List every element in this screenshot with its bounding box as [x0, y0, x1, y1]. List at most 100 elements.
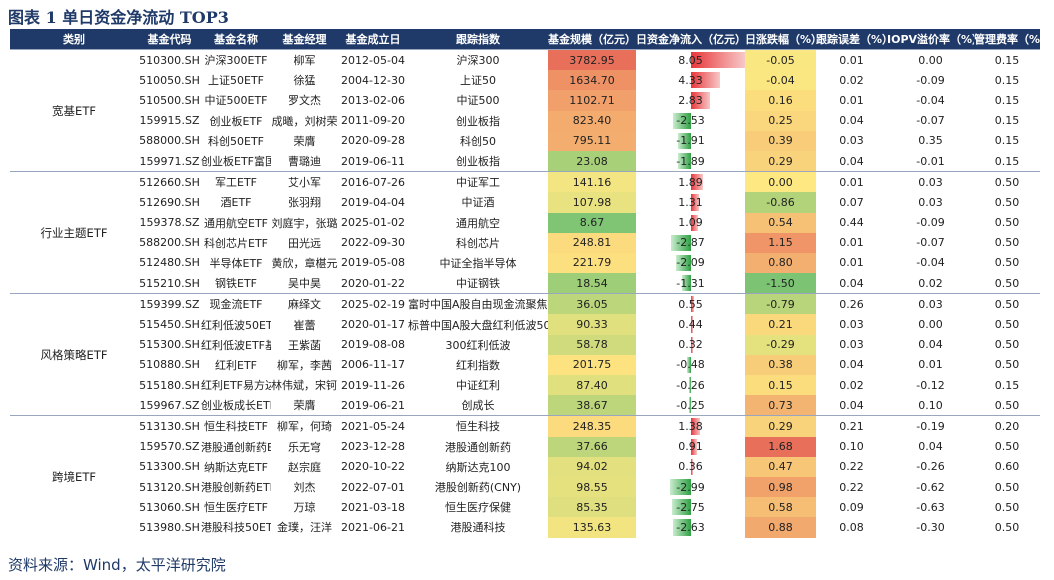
fund-manager-cell: 曹璐迪: [288, 155, 321, 169]
inflow-bar: [690, 194, 700, 211]
iopv-premium-cell: 0.03: [918, 195, 943, 209]
fund-scale-cell: 141.16: [548, 171, 636, 193]
tracking-index-cell: 港股通创新药: [445, 440, 511, 454]
table-row: 宽基ETF 510300.SH 沪深300ETF 柳军 2012-05-04 沪深300 3…: [10, 48, 1040, 172]
management-fee-cell: 0.15: [994, 93, 1020, 107]
inception-date-cell: 2021-03-18: [341, 500, 405, 514]
fund-scale-cell: 8.67: [548, 212, 636, 233]
fund-code-cell: 510500.SH: [139, 93, 200, 107]
net-inflow-cell: -2.99: [636, 477, 745, 497]
column-header: 类别: [10, 29, 138, 50]
management-fee-cell: 0.50: [994, 318, 1020, 332]
tracking-error-cell: 0.09: [839, 500, 864, 514]
fund-manager-cell: 乐无穹: [288, 440, 321, 454]
iopv-premium-cell: -0.19: [887, 415, 974, 437]
category-cell: 宽基ETF: [10, 48, 138, 172]
fund-name-cell: 钢铁ETF: [215, 277, 257, 291]
table-row: 588200.SH 科创芯片ETF 田光远 2022-09-30 科创芯片 248.81 -…: [10, 232, 1040, 253]
fund-code-cell: 510300.SH: [138, 49, 201, 71]
iopv-premium-cell: -0.62: [916, 480, 945, 494]
table-row: 跨境ETF 513130.SH 恒生科技ETF 柳军，何琦 2021-05-24 恒生科技…: [10, 415, 1040, 538]
tracking-error-cell: 0.03: [839, 338, 864, 352]
tracking-index-cell: 中证全指半导体: [439, 256, 517, 270]
table-row: 513120.SH 港股创新药ETF 刘杰 2022-07-01 港股创新药(CNY) 9…: [10, 476, 1040, 498]
fund-scale-cell: 1634.70: [548, 70, 636, 91]
fund-name-cell: 创业板ETF富国: [201, 155, 271, 169]
management-fee-cell: 0.50: [994, 480, 1020, 494]
daily-change-cell: 0.16: [745, 90, 816, 111]
management-fee-cell: 0.15: [994, 114, 1020, 128]
fund-code-cell: 515210.SH: [139, 276, 200, 290]
inception-date-cell: 2021-05-24: [338, 415, 408, 437]
outflow-bar: [673, 112, 691, 129]
fund-manager-cell: 刘庭宇，张璐: [271, 216, 338, 230]
outflow-bar: [671, 499, 691, 516]
column-header: IOPV溢价率（%）: [887, 29, 974, 50]
fund-name-cell: 沪深300ETF: [201, 49, 271, 71]
fund-name-cell: 中证500ETF: [204, 94, 268, 108]
table-row: 510500.SH 中证500ETF 罗文杰 2013-02-06 中证500 1102.…: [10, 90, 1040, 111]
fund-code-cell: 159967.SZ: [139, 398, 200, 412]
net-inflow-value: 1.38: [678, 419, 703, 433]
tracking-index-cell: 红利指数: [456, 358, 500, 372]
table-row: 513060.SH 恒生医疗ETF 万琼 2021-03-18 恒生医疗保健 85.35 -…: [10, 497, 1040, 518]
column-header: 跟踪指数: [408, 29, 548, 50]
fund-manager-cell: 张羽翔: [288, 196, 321, 210]
fund-name-cell: 创业板成长ETF: [201, 399, 271, 413]
table-row: 510880.SH 红利ETF 柳军，李茜 2006-11-17 红利指数 201.75 -…: [10, 354, 1040, 375]
inception-date-cell: 2020-09-28: [341, 134, 405, 148]
outflow-bar: [687, 356, 691, 373]
fund-code-cell: 588200.SH: [139, 236, 200, 250]
fund-name-cell: 通用航空ETF: [204, 216, 268, 230]
fund-manager-cell: 荣膺: [293, 399, 316, 413]
tracking-error-cell: 0.22: [839, 480, 864, 494]
iopv-premium-cell: 0.04: [918, 338, 943, 352]
tracking-error-cell: 0.08: [839, 520, 864, 534]
fund-scale-cell: 36.05: [548, 293, 636, 315]
tracking-index-cell: 港股创新药(CNY): [434, 481, 522, 495]
fund-code-cell: 510050.SH: [139, 73, 200, 87]
fund-code-cell: 515300.SH: [139, 338, 200, 352]
fund-name-cell: 科创芯片ETF: [204, 236, 268, 250]
table-row: 159967.SZ 创业板成长ETF 荣膺 2019-06-21 创成长 38.67 -0.…: [10, 395, 1040, 416]
net-inflow-cell: -0.25: [636, 395, 745, 416]
column-header: 基金经理: [271, 29, 338, 50]
column-header: 基金成立日: [338, 29, 408, 50]
net-inflow-cell: -2.87: [636, 233, 745, 253]
net-inflow-cell: -2.53: [636, 111, 745, 131]
management-fee-cell: 0.50: [994, 440, 1020, 454]
category-cell: 行业主题ETF: [10, 171, 138, 294]
net-inflow-value: 1.89: [678, 175, 703, 189]
table-row: 159378.SZ 通用航空ETF 刘庭宇，张璐 2025-01-02 通用航空 8.67…: [10, 212, 1040, 233]
tracking-error-cell: 0.44: [839, 216, 864, 230]
net-inflow-value: -2.53: [676, 114, 705, 128]
iopv-premium-cell: -0.30: [916, 520, 945, 534]
table-row: 515300.SH红利低波ETF基金 王紫菡 2019-08-08 300红利低波 58…: [10, 334, 1040, 355]
net-inflow-cell: 2.83: [636, 90, 745, 110]
net-inflow-cell: -2.09: [636, 253, 745, 273]
management-fee-cell: 0.15: [974, 49, 1040, 71]
fund-scale-cell: 38.67: [548, 395, 636, 416]
table-row: 行业主题ETF 512660.SH 军工ETF 艾小军 2016-07-26 中证军工 14…: [10, 171, 1040, 294]
table-row: 159971.SZ 创业板ETF富国 曹璐迪 2019-06-11 创业板指 23.08 -…: [10, 150, 1040, 172]
fund-code-cell: 512660.SH: [138, 171, 201, 193]
daily-change-cell: -0.29: [745, 334, 816, 355]
fund-scale-cell: 90.33: [548, 314, 636, 335]
tracking-index-cell: 沪深300: [408, 49, 548, 71]
fund-code-cell: 159378.SZ: [139, 216, 200, 230]
tracking-index-cell: 创业板指: [456, 155, 500, 169]
inflow-bar: [690, 418, 700, 435]
fund-code-cell: 512690.SH: [139, 195, 200, 209]
inflow-bar: [690, 214, 698, 231]
tracking-index-cell: 恒生医疗保健: [445, 501, 511, 515]
fund-scale-cell: 23.08: [548, 150, 636, 172]
daily-change-cell: 0.21: [745, 314, 816, 335]
outflow-bar: [681, 275, 691, 292]
iopv-premium-cell: -0.04: [916, 256, 945, 270]
net-inflow-cell: -0.48: [636, 355, 745, 375]
tracking-error-cell: 0.22: [839, 460, 864, 474]
net-inflow-value: 0.32: [678, 338, 703, 352]
net-inflow-value: 1.31: [678, 195, 703, 209]
table-row: 588000.SH 科创50ETF 荣膺 2020-09-28 科创50 795.11 -1…: [10, 130, 1040, 151]
iopv-premium-cell: 0.35: [918, 134, 943, 148]
